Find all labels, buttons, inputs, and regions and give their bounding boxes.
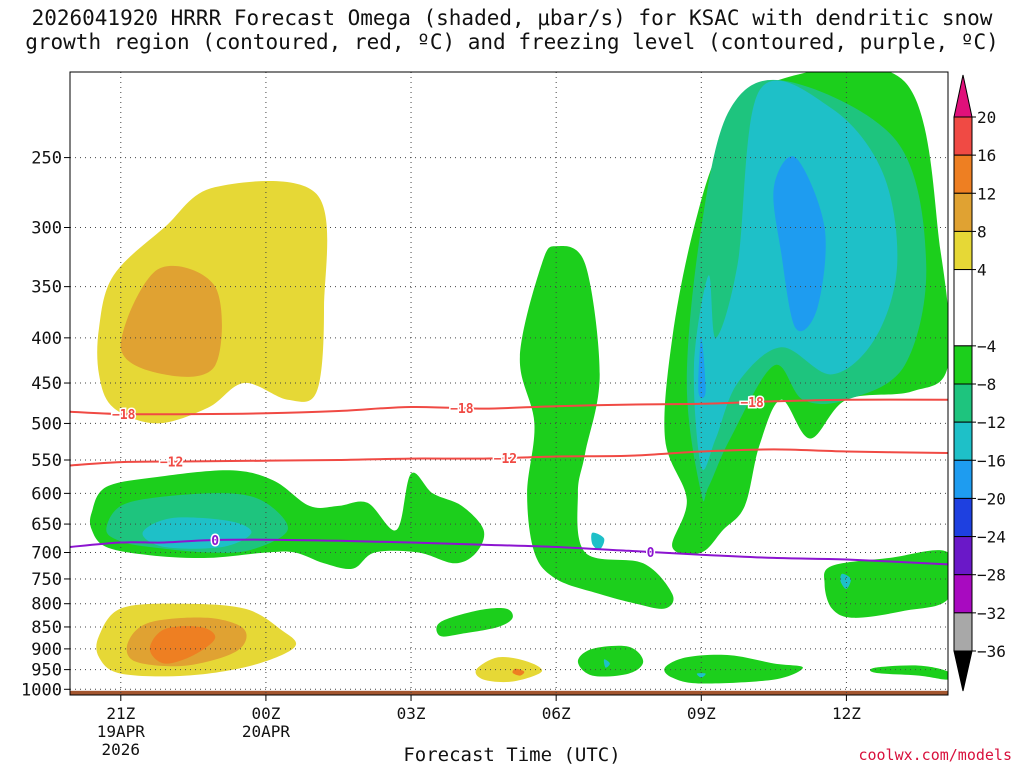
x-tick-label-03Z-0: 03Z bbox=[397, 704, 426, 723]
low-rising-patch-17 bbox=[870, 665, 948, 680]
dgz-top-minus18-label-1: −18 bbox=[450, 402, 474, 417]
low-rising-patch-13 bbox=[577, 645, 644, 677]
x-tick-label-12Z-0: 12Z bbox=[832, 704, 861, 723]
chart-title-line-1: 2026041920 HRRR Forecast Omega (shaded, … bbox=[31, 6, 993, 30]
y-tick-label-700: 700 bbox=[31, 543, 62, 563]
y-tick-label-500: 500 bbox=[31, 414, 62, 434]
colorbar-label-12: 12 bbox=[977, 184, 996, 203]
colorbar-bin-11 bbox=[953, 574, 973, 614]
dgz-top-minus18-label-2: −18 bbox=[740, 396, 764, 411]
colorbar-bin-0 bbox=[953, 116, 973, 156]
source-credit: coolwx.com/models bbox=[858, 746, 1012, 764]
low-rising-patch-11 bbox=[824, 550, 948, 618]
colorbar-under-arrow bbox=[953, 650, 973, 692]
contour-layer: −18 −18 −18 −12 −12 0 0 bbox=[70, 395, 948, 566]
colorbar-label--24: −24 bbox=[977, 528, 1006, 547]
y-tick-label-550: 550 bbox=[31, 451, 62, 471]
x-tick-label-00Z-1: 20APR bbox=[242, 722, 291, 741]
x-tick-label-21Z-2: 2026 bbox=[102, 740, 141, 759]
colorbar-bin-12 bbox=[953, 612, 973, 652]
colorbar-label--16: −16 bbox=[977, 451, 1006, 470]
colorbar-bin-7 bbox=[953, 421, 973, 461]
colorbar-bin-3 bbox=[953, 230, 973, 271]
colorbar-label--12: −12 bbox=[977, 413, 1006, 432]
y-tick-label-350: 350 bbox=[31, 278, 62, 298]
y-tick-label-450: 450 bbox=[31, 374, 62, 394]
dgz-top-minus18-line bbox=[70, 398, 948, 416]
colorbar-bin-4 bbox=[953, 269, 973, 347]
y-tick-label-950: 950 bbox=[31, 661, 62, 681]
colorbar-bin-5 bbox=[953, 345, 973, 385]
low-sinking-blob-23 bbox=[475, 656, 543, 683]
low-rising-patch-16 bbox=[696, 673, 706, 678]
colorbar-label-20: 20 bbox=[977, 108, 996, 127]
x-tick-label-00Z-0: 00Z bbox=[251, 704, 280, 723]
colorbar-bin-6 bbox=[953, 383, 973, 423]
mid-rising-column-5 bbox=[519, 245, 674, 609]
dgz-bottom-minus12-label-1: −12 bbox=[494, 452, 517, 467]
colorbar-bin-10 bbox=[953, 536, 973, 576]
colorbar-over-arrow bbox=[953, 74, 973, 118]
y-tick-label-850: 850 bbox=[31, 618, 62, 638]
chart-title: 2026041920 HRRR Forecast Omega (shaded, … bbox=[0, 6, 1024, 54]
y-tick-label-250: 250 bbox=[31, 149, 62, 169]
y-tick-label-1000: 1000 bbox=[21, 680, 62, 700]
x-tick-label-21Z-1: 19APR bbox=[97, 722, 146, 741]
freezing-level-0-label-0: 0 bbox=[211, 534, 219, 549]
y-tick-label-800: 800 bbox=[31, 595, 62, 615]
low-sinking-blob-22 bbox=[149, 626, 216, 664]
chart-title-line-2: growth region (contoured, red, ºC) and f… bbox=[25, 30, 999, 54]
colorbar-bin-9 bbox=[953, 497, 973, 538]
colorbar-label-16: 16 bbox=[977, 146, 996, 165]
y-tick-label-650: 650 bbox=[31, 515, 62, 535]
colorbar-label--20: −20 bbox=[977, 489, 1006, 508]
low-sinking-blob-24 bbox=[512, 668, 525, 676]
terrain-surface bbox=[70, 690, 948, 695]
y-tick-label-400: 400 bbox=[31, 329, 62, 349]
cloud-layer-9 bbox=[142, 517, 252, 549]
freezing-level-0-line bbox=[70, 538, 948, 566]
y-tick-label-900: 900 bbox=[31, 640, 62, 660]
omega-shading-layer bbox=[70, 72, 948, 695]
mid-rising-column-6 bbox=[591, 532, 605, 550]
x-tick-label-09Z-0: 09Z bbox=[687, 704, 716, 723]
dgz-bottom-minus12-label-0: −12 bbox=[160, 456, 183, 471]
y-tick-label-750: 750 bbox=[31, 570, 62, 590]
y-tick-label-600: 600 bbox=[31, 484, 62, 504]
low-rising-patch-12 bbox=[840, 573, 851, 590]
colorbar-label--28: −28 bbox=[977, 566, 1006, 585]
upper-rising-band-3 bbox=[773, 156, 826, 332]
low-rising-patch-10 bbox=[436, 608, 513, 637]
low-rising-patch-14 bbox=[603, 659, 610, 668]
x-tick-label-21Z-0: 21Z bbox=[106, 704, 135, 723]
dgz-bottom-minus12-line bbox=[70, 448, 948, 467]
freezing-level-0-label-1: 0 bbox=[647, 546, 655, 561]
colorbar-bin-8 bbox=[953, 459, 973, 499]
colorbar-label--36: −36 bbox=[977, 642, 1006, 661]
x-axis-title: Forecast Time (UTC) bbox=[403, 744, 621, 766]
colorbar-label-8: 8 bbox=[977, 222, 987, 241]
colorbar-label--32: −32 bbox=[977, 604, 1006, 623]
omega-colorbar: 20 16 12 8 4 −4 −8 −12 −16 −20 −24 −28 −32 −36 bbox=[953, 74, 1006, 692]
dgz-top-minus18-label-0: −18 bbox=[112, 408, 136, 423]
colorbar-bin-2 bbox=[953, 192, 973, 232]
upper-sinking-blob-19 bbox=[120, 265, 222, 377]
colorbar-label--4: −4 bbox=[977, 337, 996, 356]
colorbar-label-4: 4 bbox=[977, 261, 987, 280]
y-tick-label-300: 300 bbox=[31, 219, 62, 239]
colorbar-bin-1 bbox=[953, 154, 973, 194]
pressure-axis: 2503003504004505005506006507007508008509… bbox=[21, 149, 70, 700]
x-tick-label-06Z-0: 06Z bbox=[542, 704, 571, 723]
colorbar-label--8: −8 bbox=[977, 375, 996, 394]
